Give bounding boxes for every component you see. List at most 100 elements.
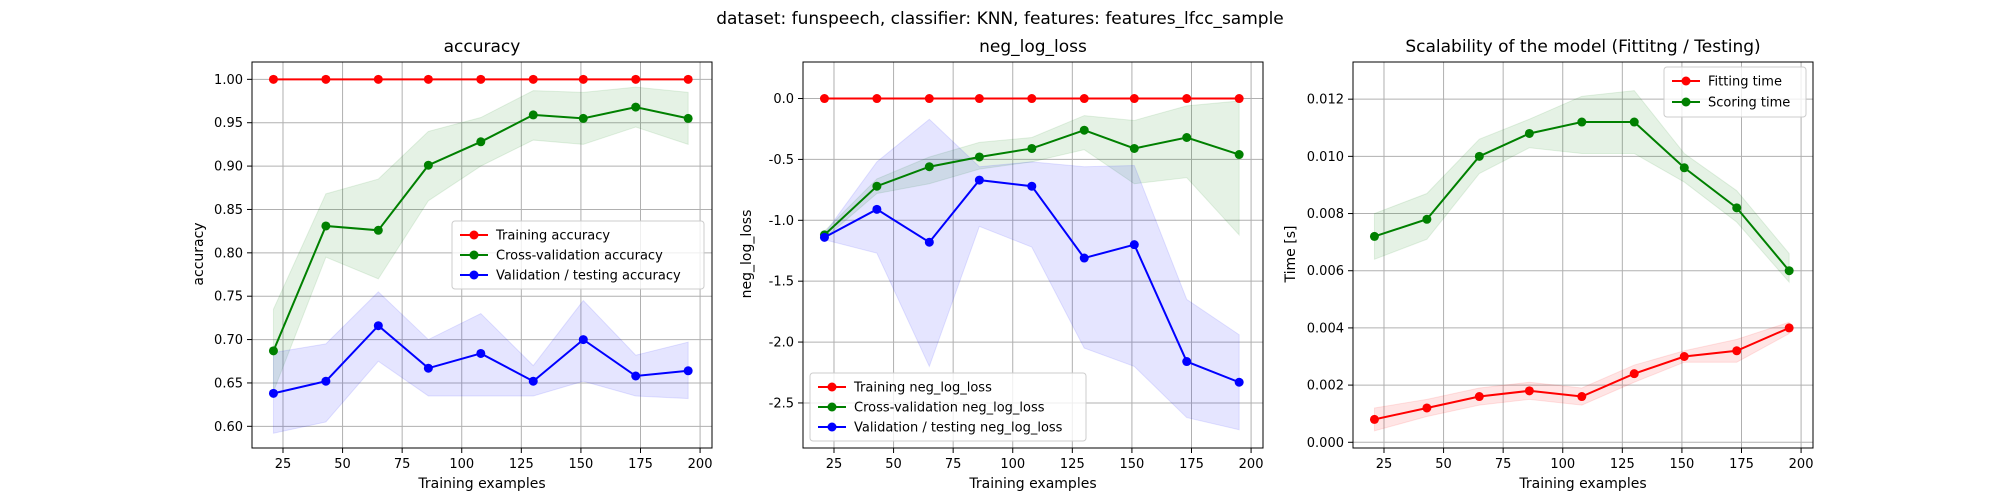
legend-marker [827,422,837,432]
data-point [1234,150,1244,160]
legend-marker [827,402,837,412]
data-point [924,94,934,104]
y-tick-label: 0.008 [1307,207,1344,222]
x-tick-label: 175 [628,457,653,472]
data-point [1474,151,1484,161]
data-point [528,74,538,84]
data-point [1027,94,1037,104]
x-tick-label: 200 [1789,457,1814,472]
x-tick-label: 75 [394,457,411,472]
data-point [1079,94,1089,104]
y-tick-label: 0.60 [214,420,243,435]
data-point [631,74,641,84]
x-tick-label: 25 [826,457,843,472]
data-point [683,366,693,376]
data-point [1182,94,1192,104]
y-tick-label: 0.80 [214,246,243,261]
legend: Training accuracy Cross-validation accura… [451,220,705,290]
data-point [528,376,538,386]
data-point [819,232,829,242]
data-point [423,74,433,84]
data-point [974,175,984,185]
data-point [1234,377,1244,387]
legend-marker [1681,76,1691,86]
y-tick-label: 0.006 [1307,264,1344,279]
series-band [272,291,689,434]
data-point [423,160,433,170]
legend: Fitting time Scoring time [1663,66,1807,118]
data-point [1422,403,1432,413]
data-point [373,225,383,235]
data-point [924,162,934,172]
axes-frame [802,61,1264,449]
y-axis-label: neg_log_loss [739,210,755,299]
legend-frame [809,372,1087,442]
data-point [1474,392,1484,402]
legend-marker [469,250,479,260]
axes: 25 50 75 100 125 150 175 200 0.000 0.002 0.004 0.00… [1307,61,1814,472]
data-point [1422,214,1432,224]
data-point [872,94,882,104]
legend-label: Training neg_log_loss [853,381,992,396]
data-point [528,110,538,120]
data-point [974,94,984,104]
series-band [272,86,689,392]
x-tick-label: 100 [1000,457,1025,472]
x-tick-label: 50 [334,457,351,472]
x-tick-label: 175 [1179,457,1204,472]
y-tick-label: 0.85 [214,203,243,218]
x-tick-label: 75 [945,457,962,472]
data-point [578,74,588,84]
legend-label: Scoring time [1708,96,1790,111]
data-point [1182,132,1192,142]
y-tick-label: 0.75 [214,290,243,305]
data-point [476,137,486,147]
series-band [823,100,1240,240]
data-point [476,74,486,84]
data-point [321,376,331,386]
data-point [1129,240,1139,250]
data-point [268,74,278,84]
y-tick-label: 0.0 [773,92,794,107]
axes: 25 50 75 100 125 150 175 200 -2.5 -2.0 -1.5 -1.0 -0.… [769,61,1264,472]
plot-title: accuracy [444,37,521,57]
legend-marker [827,382,837,392]
data-point [268,388,278,398]
legend-marker [469,270,479,280]
y-tick-label: 1.00 [214,73,243,88]
data-point [1629,117,1639,127]
legend-label: Validation / testing accuracy [496,269,681,284]
x-axis-label: Training examples [1518,476,1646,492]
x-axis-label: Training examples [968,476,1096,492]
legend-marker [1681,97,1691,107]
data-point [974,152,984,162]
data-point [1079,253,1089,263]
y-tick-label: 0.010 [1307,150,1344,165]
series-band [1373,321,1790,432]
data-point [1129,94,1139,104]
data-point [1679,163,1689,173]
data-point [321,221,331,231]
x-tick-label: 150 [568,457,593,472]
plot-scalability: 25 50 75 100 125 150 175 200 0.000 0.002 0.004 0.00… [1283,37,1814,492]
data-point [1732,346,1742,356]
legend-label: Fitting time [1708,75,1782,90]
legend-frame [451,220,705,290]
data-point [1732,203,1742,213]
data-point [1369,231,1379,241]
x-tick-label: 25 [275,457,292,472]
x-axis-label: Training examples [417,476,545,492]
y-tick-label: -0.5 [769,153,794,168]
data-point [1079,125,1089,135]
data-point [1577,392,1587,402]
x-tick-label: 125 [1610,457,1635,472]
data-point [683,74,693,84]
data-point [578,335,588,345]
axes-frame [1352,61,1814,449]
y-axis-label: Time [s] [1283,226,1299,284]
data-point [1577,117,1587,127]
data-point [631,102,641,112]
data-point [1234,94,1244,104]
data-point [924,237,934,247]
